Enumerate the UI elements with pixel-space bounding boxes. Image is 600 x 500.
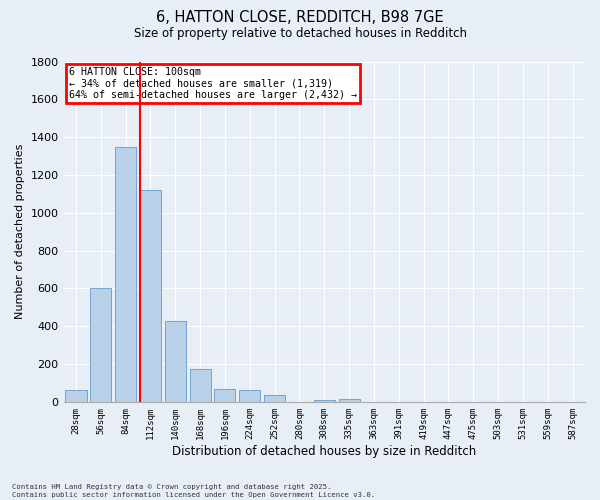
Text: Size of property relative to detached houses in Redditch: Size of property relative to detached ho…: [133, 28, 467, 40]
Y-axis label: Number of detached properties: Number of detached properties: [15, 144, 25, 320]
Bar: [115, 146, 136, 402]
Bar: [239, 390, 260, 402]
Text: Contains HM Land Registry data © Crown copyright and database right 2025.
Contai: Contains HM Land Registry data © Crown c…: [12, 484, 375, 498]
Bar: [214, 388, 235, 402]
Text: 6, HATTON CLOSE, REDDITCH, B98 7GE: 6, HATTON CLOSE, REDDITCH, B98 7GE: [156, 10, 444, 25]
Bar: [90, 288, 112, 402]
Bar: [190, 368, 211, 402]
Bar: [338, 399, 359, 402]
Bar: [314, 400, 335, 402]
X-axis label: Distribution of detached houses by size in Redditch: Distribution of detached houses by size …: [172, 444, 476, 458]
Bar: [65, 390, 86, 402]
Text: 6 HATTON CLOSE: 100sqm
← 34% of detached houses are smaller (1,319)
64% of semi-: 6 HATTON CLOSE: 100sqm ← 34% of detached…: [69, 66, 357, 100]
Bar: [140, 190, 161, 402]
Bar: [264, 395, 285, 402]
Bar: [165, 320, 186, 402]
